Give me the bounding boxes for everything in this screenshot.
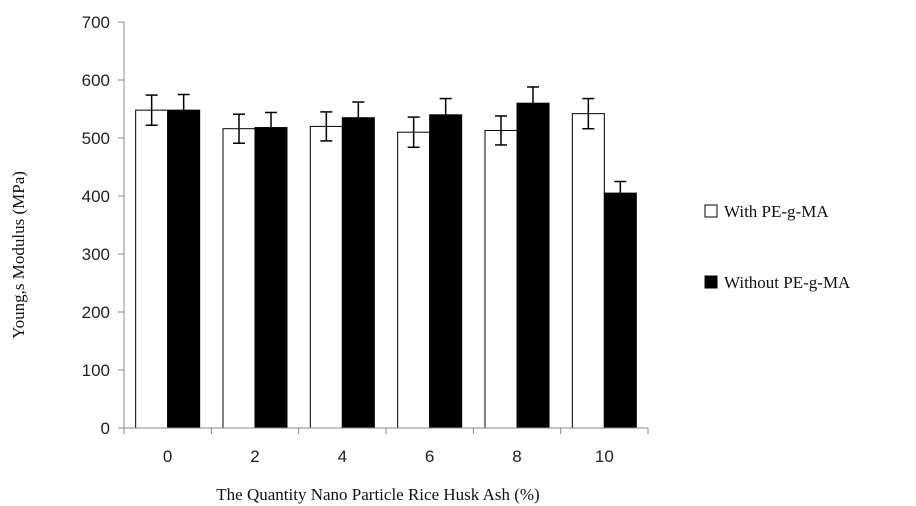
bar-without-pe-g-ma	[167, 109, 201, 429]
bar-without-pe-g-ma	[516, 102, 550, 429]
bar-with-pe-g-ma	[222, 128, 256, 429]
legend-swatch	[704, 204, 718, 218]
x-tick-label: 6	[425, 447, 434, 466]
bar-without-pe-g-ma	[341, 117, 375, 429]
x-tick-label: 8	[512, 447, 521, 466]
y-tick-label: 100	[82, 361, 110, 380]
y-tick-label: 500	[82, 129, 110, 148]
y-tick-label: 400	[82, 187, 110, 206]
bar-with-pe-g-ma	[571, 113, 605, 429]
bar-with-pe-g-ma	[309, 125, 343, 429]
x-tick-label: 10	[595, 447, 614, 466]
legend-label: With PE-g-MA	[724, 202, 829, 221]
bar-with-pe-g-ma	[135, 109, 169, 429]
bar-with-pe-g-ma	[397, 131, 431, 429]
y-tick-label: 300	[82, 245, 110, 264]
y-axis-title: Young,s Modulus (MPa)	[9, 171, 28, 339]
y-tick-label: 700	[82, 13, 110, 32]
x-axis-title: The Quantity Nano Particle Rice Husk Ash…	[216, 485, 539, 504]
legend-swatch	[704, 275, 718, 289]
bar-without-pe-g-ma	[254, 127, 288, 429]
bar-without-pe-g-ma	[603, 192, 637, 429]
bar-with-pe-g-ma	[484, 129, 518, 429]
y-tick-label: 0	[101, 419, 110, 438]
x-tick-label: 4	[338, 447, 347, 466]
y-tick-label: 200	[82, 303, 110, 322]
bar-without-pe-g-ma	[429, 114, 463, 429]
y-tick-label: 600	[82, 71, 110, 90]
legend-label: Without PE-g-MA	[724, 273, 851, 292]
x-tick-label: 2	[250, 447, 259, 466]
x-tick-label: 0	[163, 447, 172, 466]
